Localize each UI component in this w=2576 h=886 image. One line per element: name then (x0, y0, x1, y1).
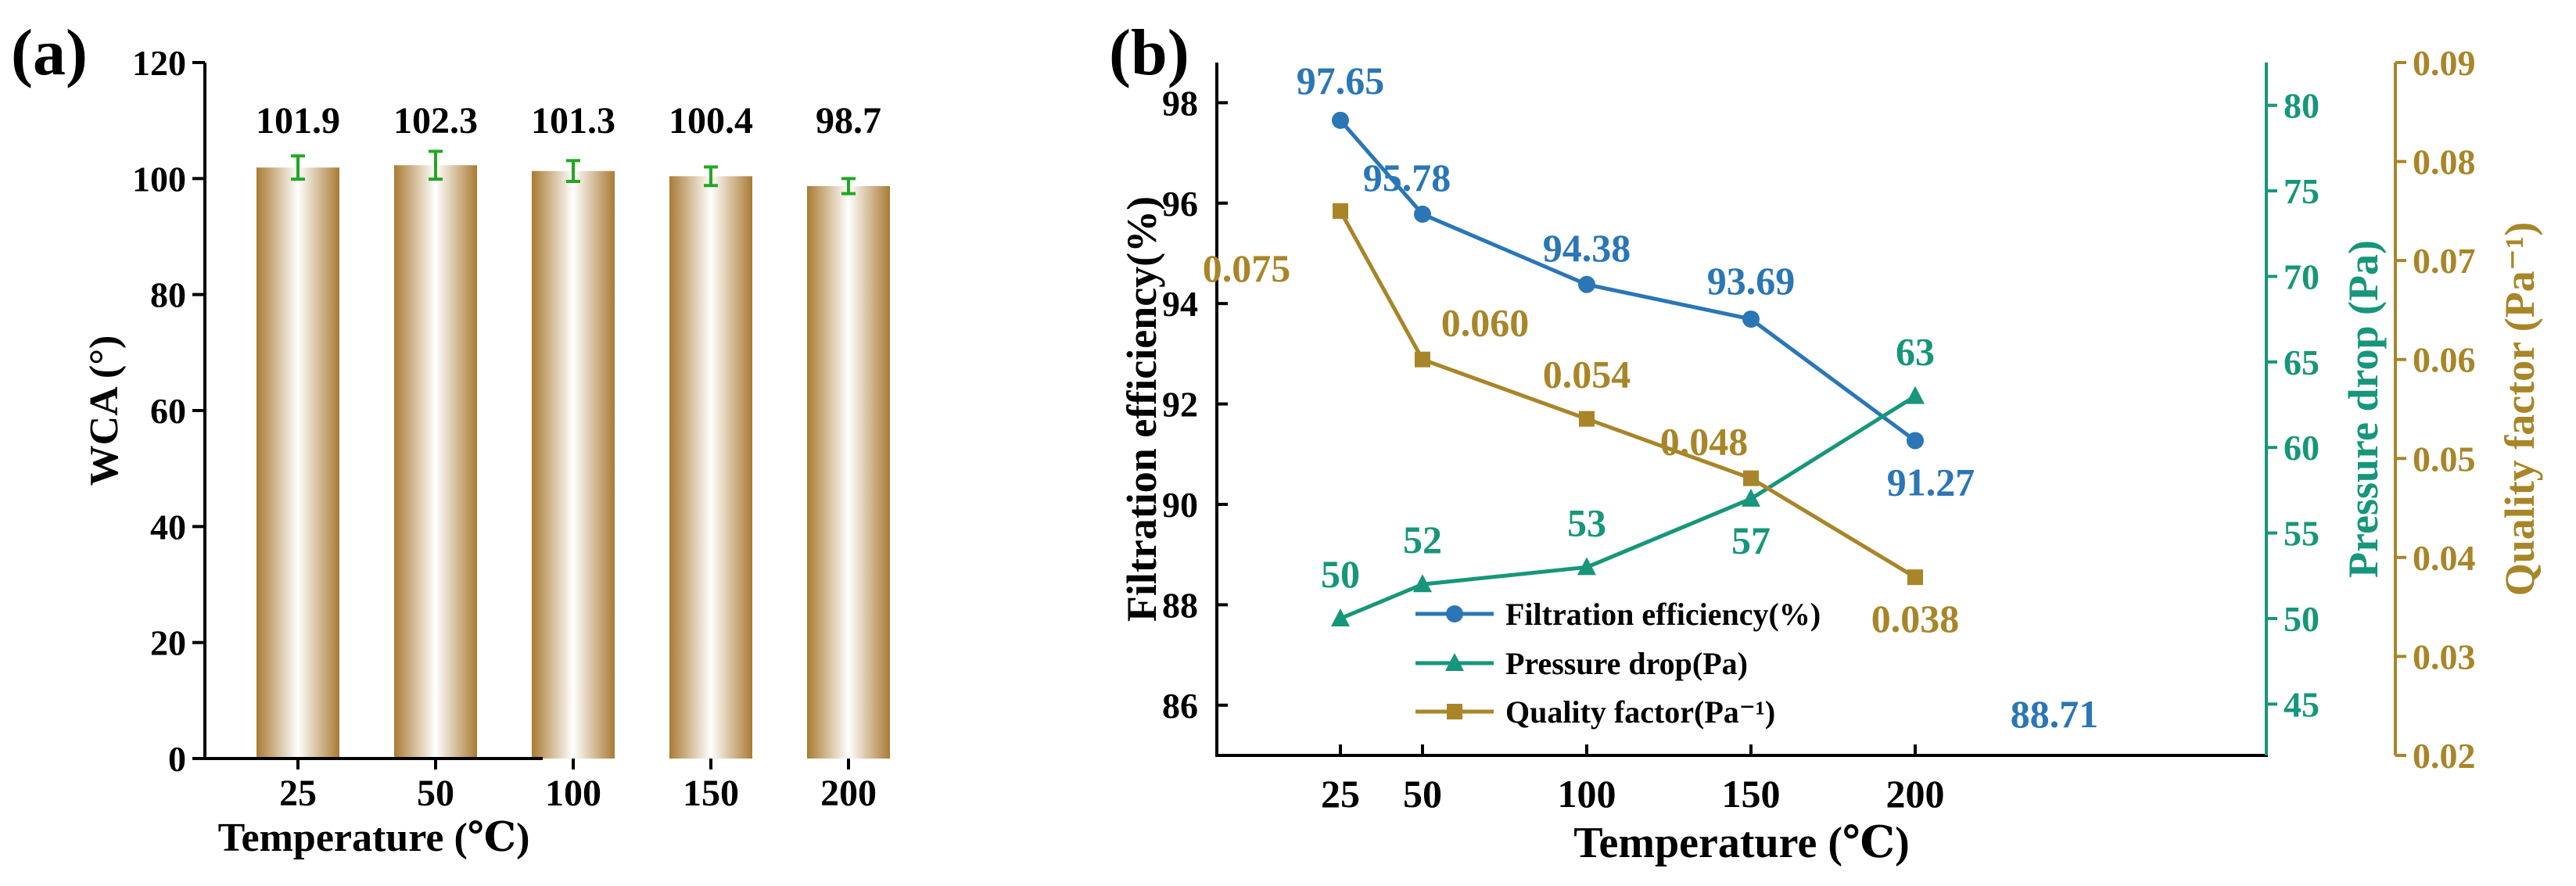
series-1-data-label: 52 (1403, 518, 1442, 561)
series-0-point (1578, 275, 1595, 293)
x-axis-title: Temperature (℃) (218, 816, 530, 860)
series-2-point (1743, 470, 1759, 486)
x-tick-label: 200 (1886, 772, 1945, 816)
series-1-point (1742, 488, 1760, 507)
pressure-y-tick-label: 65 (2284, 343, 2319, 382)
left-y-tick-label: 88 (1162, 585, 1198, 625)
series-0-point (1907, 432, 1924, 450)
left-y-tick-label: 86 (1162, 686, 1198, 726)
x-tick-label: 100 (1558, 772, 1616, 816)
series-0-data-label: 91.27 (1887, 460, 1975, 504)
pressure-y-tick-label: 70 (2284, 256, 2319, 296)
quality-y-axis-title: Quality factor (Pa⁻¹) (2496, 222, 2543, 597)
series-1-data-label: 57 (1731, 518, 1771, 562)
quality-y-tick-label: 0.04 (2413, 538, 2476, 578)
series-0-point (1332, 111, 1349, 129)
legend-marker-1 (1445, 653, 1464, 671)
series-2-data-label: 0.060 (1441, 301, 1530, 345)
y-tick-label: 100 (132, 159, 186, 199)
series-1-data-label: 53 (1567, 500, 1606, 544)
bar-150 (669, 176, 752, 759)
series-2-point (1907, 569, 1923, 586)
left-y-axis-title: Filtration efficiency(%) (1118, 196, 1165, 622)
y-tick-label: 0 (168, 739, 186, 779)
series-1-point (1577, 557, 1596, 576)
left-y-tick-label: 94 (1162, 284, 1198, 324)
series-1-data-label: 50 (1321, 552, 1360, 596)
x-tick-label: 200 (820, 773, 877, 814)
series-2-data-label: 0.054 (1543, 353, 1631, 396)
quality-y-tick-label: 0.08 (2413, 142, 2476, 182)
series-0-point (1414, 205, 1431, 223)
series-0-data-label: 97.65 (1297, 59, 1385, 102)
left-y-tick-label: 92 (1162, 385, 1198, 425)
quality-y-tick-label: 0.02 (2413, 736, 2476, 776)
x-tick-label: 50 (1403, 772, 1442, 816)
series-2-point (1415, 351, 1430, 368)
pressure-y-tick-label: 45 (2284, 684, 2319, 724)
pressure-y-tick-label: 75 (2284, 171, 2319, 211)
series-1-point (1331, 608, 1350, 626)
y-tick-label: 20 (150, 623, 186, 663)
bar-value-label: 98.7 (816, 100, 881, 142)
left-y-tick-label: 90 (1162, 485, 1198, 525)
bar-200 (807, 185, 890, 759)
x-tick-label: 150 (683, 773, 739, 814)
panel-a-label: (a) (11, 16, 88, 89)
series-2-data-label: 0.038 (1871, 597, 1960, 640)
y-tick-label: 80 (150, 275, 186, 315)
legend-entry: Filtration efficiency(%) (1505, 597, 1821, 632)
panel-b-label: (b) (1109, 16, 1189, 89)
quality-y-tick-label: 0.06 (2413, 340, 2476, 380)
panel-a-wca-bar-chart: (a)101.925102.350101.3100100.415098.7200… (11, 16, 890, 860)
bar-value-label: 100.4 (669, 100, 753, 142)
y-tick-label: 60 (150, 391, 186, 431)
panel-b-filtration-line-chart: (b) 86 88 90 92 94 96 98 45 50 55 60 65 70 75 80 0.02 0.0… (1109, 16, 2543, 867)
pressure-y-tick-label: 60 (2284, 428, 2319, 468)
series-2-point (1579, 411, 1595, 427)
series-1-point (1906, 386, 1925, 404)
series-2-data-label: 0.075 (1203, 246, 1291, 290)
bar-100 (532, 170, 615, 759)
legend-entry: Pressure drop(Pa) (1505, 646, 1748, 681)
left-y-tick-label: 98 (1162, 83, 1198, 123)
x-tick-label: 100 (545, 773, 601, 814)
bar-value-label: 102.3 (393, 100, 478, 142)
y-tick-label: 120 (132, 43, 186, 83)
bar-25 (257, 167, 339, 759)
series-2-data-label: 0.048 (1660, 420, 1749, 464)
quality-y-tick-label: 0.07 (2413, 241, 2476, 281)
y-tick-label: 40 (150, 507, 186, 547)
annotation-label: 88.71 (2011, 692, 2099, 736)
x-axis-title: Temperature (℃) (1573, 819, 1909, 867)
series-0-data-label: 94.38 (1543, 226, 1631, 270)
series-0-point (1742, 310, 1760, 328)
series-2-point (1333, 203, 1348, 219)
legend-marker-0 (1446, 605, 1463, 622)
pressure-y-tick-label: 50 (2284, 599, 2319, 639)
quality-y-tick-label: 0.03 (2413, 637, 2476, 676)
bar-50 (394, 165, 477, 759)
pressure-y-axis-title: Pressure drop (Pa) (2340, 240, 2387, 578)
series-1-point (1413, 574, 1432, 593)
y-axis-title: WCA (°) (82, 335, 127, 486)
quality-y-tick-label: 0.09 (2413, 43, 2476, 83)
x-tick-label: 25 (279, 773, 317, 814)
series-1-data-label: 63 (1896, 330, 1935, 374)
series-0-data-label: 95.78 (1363, 156, 1451, 199)
pressure-y-tick-label: 55 (2284, 514, 2319, 554)
bar-value-label: 101.3 (531, 100, 615, 142)
x-tick-label: 150 (1722, 772, 1781, 816)
bar-value-label: 101.9 (256, 100, 340, 142)
quality-y-tick-label: 0.05 (2413, 439, 2476, 479)
series-0-data-label: 93.69 (1707, 259, 1796, 303)
legend-marker-2 (1447, 704, 1462, 719)
x-tick-label: 25 (1321, 772, 1360, 816)
left-y-tick-label: 96 (1162, 184, 1198, 224)
x-tick-label: 50 (417, 773, 454, 814)
pressure-y-tick-label: 80 (2284, 86, 2319, 126)
legend-entry: Quality factor(Pa⁻¹) (1505, 694, 1775, 730)
